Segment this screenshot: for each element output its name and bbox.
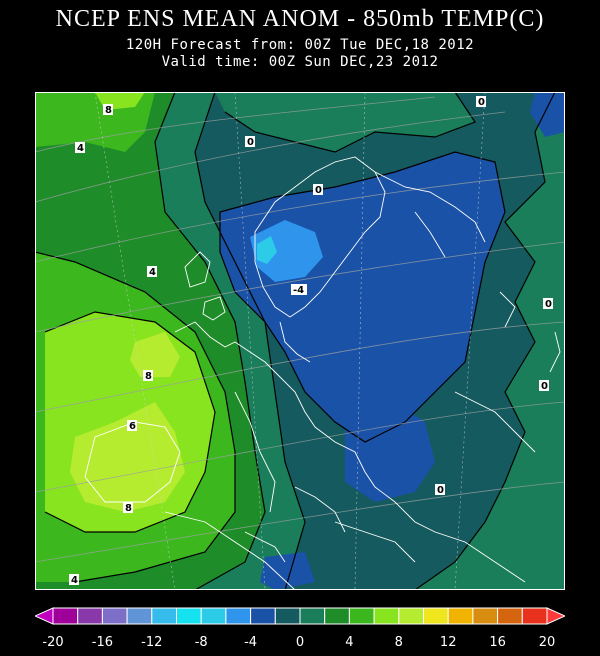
zone-iberia-core	[70, 402, 185, 512]
legend-bin-10	[299, 607, 326, 625]
legend-bin-9	[274, 607, 301, 625]
contour-label-10: 0	[478, 97, 485, 108]
contour-label-2: 4	[77, 143, 84, 154]
contour-label-group: 8 4 0 4 8 6 8 -4 0 0 0 0 0 4	[69, 96, 553, 586]
contour-label-14: 4	[71, 575, 78, 586]
legend-tick-2: -12	[141, 635, 162, 650]
contour-label-1: 8	[105, 105, 112, 116]
legend-bin-19	[521, 607, 548, 625]
legend-bin-2	[101, 607, 128, 625]
zone-norway-cold	[250, 220, 323, 282]
legend-bin-6	[200, 607, 227, 625]
legend-bin-8	[250, 607, 276, 625]
anomaly-map: 8 4 0 4 8 6 8 -4 0 0 0 0 0 4	[35, 92, 565, 590]
contour-label-5: 8	[145, 371, 152, 382]
contour-label-4: 4	[149, 267, 156, 278]
zone-north-positive	[215, 92, 475, 152]
contour-label-13: 0	[437, 485, 444, 496]
zone-south-cold	[345, 402, 435, 502]
legend-bin-3	[126, 607, 153, 625]
legend-tick-8: 12	[440, 635, 457, 650]
legend-arrow-low	[33, 607, 54, 625]
color-legend: -20 -16 -12 -8 -4 0 4 8 12 16 20	[33, 606, 567, 650]
legend-bin-0	[52, 607, 79, 625]
legend-tick-4: -4	[244, 635, 257, 650]
legend-tick-10: 20	[539, 635, 556, 650]
legend-bin-14	[398, 607, 424, 625]
legend-bin-13	[373, 607, 400, 625]
legend-tick-1: -16	[92, 635, 113, 650]
chart-title: NCEP ENS MEAN ANOM - 850mb TEMP(C)	[55, 6, 545, 32]
legend-bin-12	[348, 607, 375, 625]
zone-norway-core	[257, 236, 277, 264]
contour-label-8: -4	[293, 285, 304, 296]
legend-tick-7: 8	[395, 635, 403, 650]
legend-tick-9: 16	[489, 635, 506, 650]
legend-bin-15	[423, 607, 449, 625]
valid-time-line: Valid time: 00Z Sun DEC,23 2012	[161, 54, 439, 70]
legend-bin-16	[447, 607, 474, 625]
zone-south-edge-cold	[260, 552, 315, 590]
legend-tick-5: 0	[296, 635, 304, 650]
legend-bin-18	[497, 607, 523, 625]
legend-tick-6: 4	[345, 635, 353, 650]
legend-tick-0: -20	[42, 635, 63, 650]
contour-label-12: 0	[541, 381, 548, 392]
legend-bin-4	[151, 607, 178, 625]
contour-label-11: 0	[545, 299, 552, 310]
legend-bin-5	[176, 607, 202, 625]
contour-label-6: 6	[129, 421, 136, 432]
legend-bin-17	[472, 607, 499, 625]
contour-label-7: 8	[125, 503, 132, 514]
zone-france-core	[130, 332, 180, 377]
legend-bin-11	[324, 607, 350, 625]
legend-bin-1	[77, 607, 103, 625]
forecast-line: 120H Forecast from: 00Z Tue DEC,18 2012	[125, 37, 475, 53]
contour-label-3: 0	[247, 137, 254, 148]
zone-east-positive	[415, 92, 565, 590]
legend-tick-3: -8	[195, 635, 208, 650]
contour-label-9: 0	[315, 185, 322, 196]
legend-bin-7	[225, 607, 252, 625]
legend-arrow-high	[546, 607, 567, 625]
